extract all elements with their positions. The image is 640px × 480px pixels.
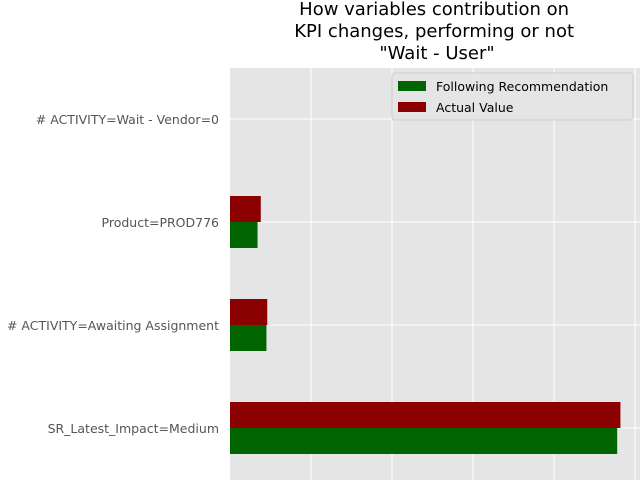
y-tick-label-1: # ACTIVITY=Awaiting Assignment [7, 318, 219, 333]
bar-following-1 [230, 325, 267, 351]
legend-label-actual: Actual Value [436, 100, 514, 115]
legend-box [391, 72, 634, 121]
legend-swatch-following [398, 81, 426, 91]
legend-label-following: Following Recommendation [436, 79, 608, 94]
chart-title: How variables contribution on KPI change… [294, 0, 580, 64]
bar-following-0 [230, 428, 618, 454]
y-tick-label-2: Product=PROD776 [102, 215, 220, 230]
y-tick-labels: SR_Latest_Impact=Medium # ACTIVITY=Awaiti… [7, 112, 219, 436]
y-tick-label-0: SR_Latest_Impact=Medium [48, 421, 219, 436]
chart-title-line-1: How variables contribution on [299, 0, 569, 20]
bars [230, 196, 621, 454]
bar-actual-2 [230, 196, 261, 222]
bar-actual-1 [230, 299, 268, 325]
bar-following-2 [230, 222, 258, 248]
legend: Following Recommendation Actual Value [391, 72, 634, 121]
legend-swatch-actual [398, 102, 426, 112]
bar-actual-0 [230, 402, 621, 428]
y-tick-label-3: # ACTIVITY=Wait - Vendor=0 [36, 112, 219, 127]
chart-title-line-2: KPI changes, performing or not [294, 21, 574, 42]
chart-title-line-3: "Wait - User" [379, 43, 494, 64]
